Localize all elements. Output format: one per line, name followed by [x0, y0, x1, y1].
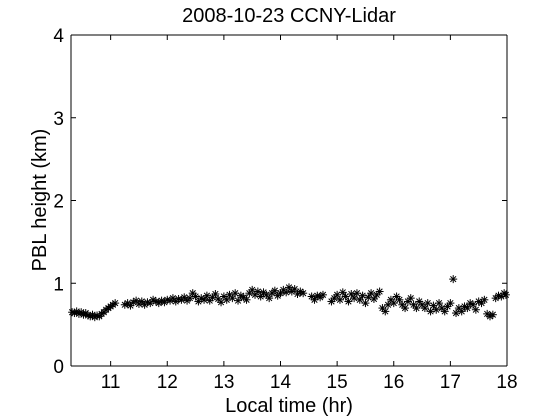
- data-point-marker: [406, 294, 415, 303]
- data-point-marker: [200, 295, 209, 304]
- data-point-marker: [449, 275, 458, 284]
- data-point-marker: [242, 295, 251, 304]
- data-point-marker: [358, 291, 367, 300]
- x-tick-label: 12: [157, 372, 178, 393]
- data-point-marker: [501, 290, 510, 299]
- data-point-marker: [401, 304, 410, 313]
- x-tick-label: 15: [327, 372, 348, 393]
- data-point-marker: [432, 305, 441, 314]
- data-point-marker: [338, 288, 347, 297]
- y-axis-title: PBL height (km): [29, 129, 51, 272]
- data-point-marker: [471, 305, 480, 314]
- x-tick-label: 16: [383, 372, 404, 393]
- plot-area: [71, 35, 507, 366]
- data-point-marker: [347, 290, 356, 299]
- data-point-marker: [228, 294, 237, 303]
- y-tick-label: 0: [53, 357, 64, 378]
- data-point-marker: [488, 310, 497, 319]
- data-point-marker: [369, 294, 378, 303]
- data-point-marker: [440, 307, 449, 316]
- data-markers: [68, 275, 510, 322]
- data-point-marker: [299, 289, 308, 298]
- data-point-marker: [333, 290, 342, 299]
- data-point-marker: [222, 295, 231, 304]
- data-point-marker: [234, 296, 243, 305]
- x-tick-label: 14: [270, 372, 292, 393]
- y-tick-label: 1: [53, 274, 64, 295]
- y-tick-label: 2: [53, 192, 64, 213]
- data-point-marker: [480, 295, 489, 304]
- data-point-marker: [282, 288, 291, 297]
- data-point-marker: [335, 295, 344, 304]
- data-point-marker: [446, 299, 455, 308]
- data-point-marker: [111, 299, 120, 308]
- data-point-marker: [350, 294, 359, 303]
- x-tick-label: 17: [440, 372, 461, 393]
- x-tick-label: 11: [101, 372, 121, 393]
- y-tick-label: 3: [53, 109, 64, 130]
- x-tick-label: 13: [213, 372, 234, 393]
- data-point-marker: [256, 292, 265, 301]
- chart-title: 2008-10-23 CCNY-Lidar: [182, 5, 396, 27]
- data-point-marker: [375, 287, 384, 296]
- data-point-marker: [361, 299, 370, 308]
- data-point-marker: [318, 290, 327, 299]
- data-point-marker: [381, 307, 390, 316]
- data-point-marker: [355, 295, 364, 304]
- data-point-marker: [389, 299, 398, 308]
- data-point-marker: [412, 304, 421, 313]
- data-point-marker: [435, 299, 444, 308]
- x-axis-title: Local time (hr): [225, 395, 353, 417]
- y-tick-label: 4: [53, 26, 64, 47]
- x-tick-label: 18: [496, 372, 517, 393]
- data-point-marker: [344, 297, 353, 306]
